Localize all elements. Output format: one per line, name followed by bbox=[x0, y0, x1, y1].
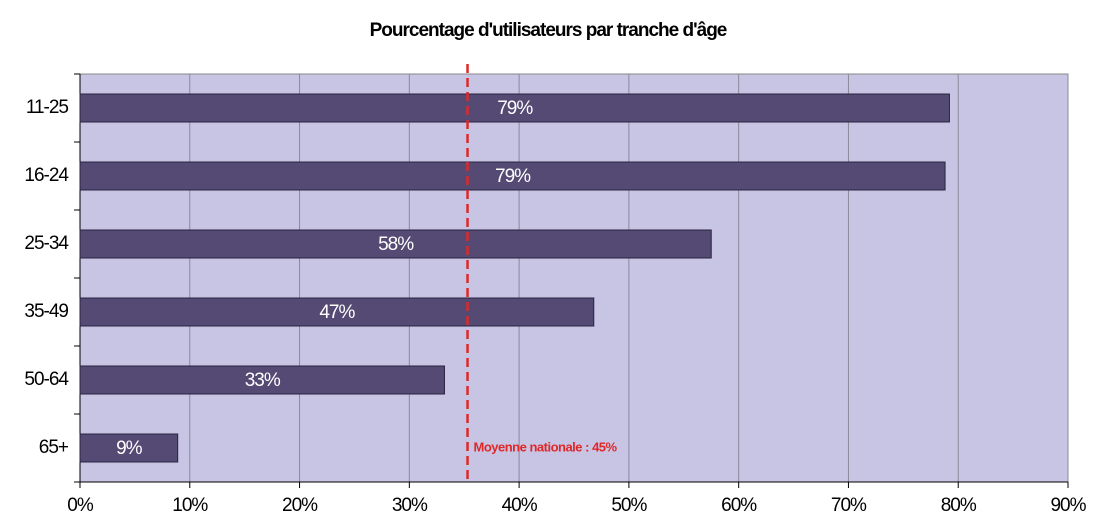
plot-area bbox=[79, 73, 1069, 483]
bar bbox=[79, 161, 946, 191]
y-tick-label: 50-64 bbox=[24, 369, 69, 390]
bar bbox=[79, 229, 712, 259]
x-tick-label: 0% bbox=[67, 495, 94, 513]
reference-label: Moyenne nationale : 45% bbox=[474, 439, 618, 454]
x-tick-label: 20% bbox=[282, 495, 318, 513]
x-tick-label: 40% bbox=[502, 495, 538, 513]
value-label: 9% bbox=[116, 438, 143, 459]
x-tick-label: 60% bbox=[721, 495, 757, 513]
x-tick-label: 30% bbox=[392, 495, 428, 513]
value-label: 47% bbox=[319, 302, 355, 323]
y-tick-label: 65+ bbox=[39, 437, 69, 458]
bar bbox=[79, 93, 950, 123]
bar bbox=[79, 365, 445, 395]
x-tick-label: 90% bbox=[1050, 495, 1086, 513]
value-label: 79% bbox=[497, 98, 533, 119]
y-tick-label: 25-34 bbox=[24, 233, 69, 254]
bar bbox=[79, 433, 179, 463]
y-tick-label: 16-24 bbox=[24, 165, 69, 186]
x-tick-label: 80% bbox=[941, 495, 977, 513]
y-tick-label: 35-49 bbox=[24, 301, 68, 322]
y-tick-label: 11-25 bbox=[26, 97, 69, 118]
bar bbox=[79, 297, 595, 327]
value-label: 58% bbox=[378, 234, 414, 255]
x-tick-label: 50% bbox=[611, 495, 647, 513]
x-tick-label: 70% bbox=[831, 495, 867, 513]
value-label: 79% bbox=[495, 166, 531, 187]
chart-title: Pourcentage d'utilisateurs par tranche d… bbox=[370, 20, 727, 41]
value-label: 33% bbox=[245, 370, 281, 391]
x-tick-label: 10% bbox=[172, 495, 208, 513]
